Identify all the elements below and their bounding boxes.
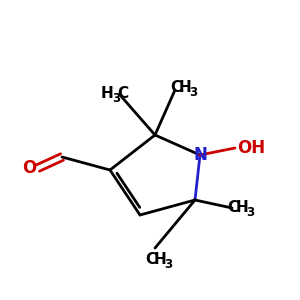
Text: C: C xyxy=(117,85,129,100)
Text: N: N xyxy=(193,146,207,164)
Text: 3: 3 xyxy=(246,206,254,220)
Text: 3: 3 xyxy=(112,92,120,104)
Text: O: O xyxy=(22,159,36,177)
Text: 3: 3 xyxy=(189,86,197,100)
Text: C: C xyxy=(146,253,157,268)
Text: 3: 3 xyxy=(164,259,172,272)
Text: OH: OH xyxy=(237,139,265,157)
Text: H: H xyxy=(178,80,191,95)
Text: H: H xyxy=(236,200,248,215)
Text: H: H xyxy=(154,253,166,268)
Text: C: C xyxy=(170,80,182,95)
Text: H: H xyxy=(100,85,113,100)
Text: C: C xyxy=(227,200,239,215)
